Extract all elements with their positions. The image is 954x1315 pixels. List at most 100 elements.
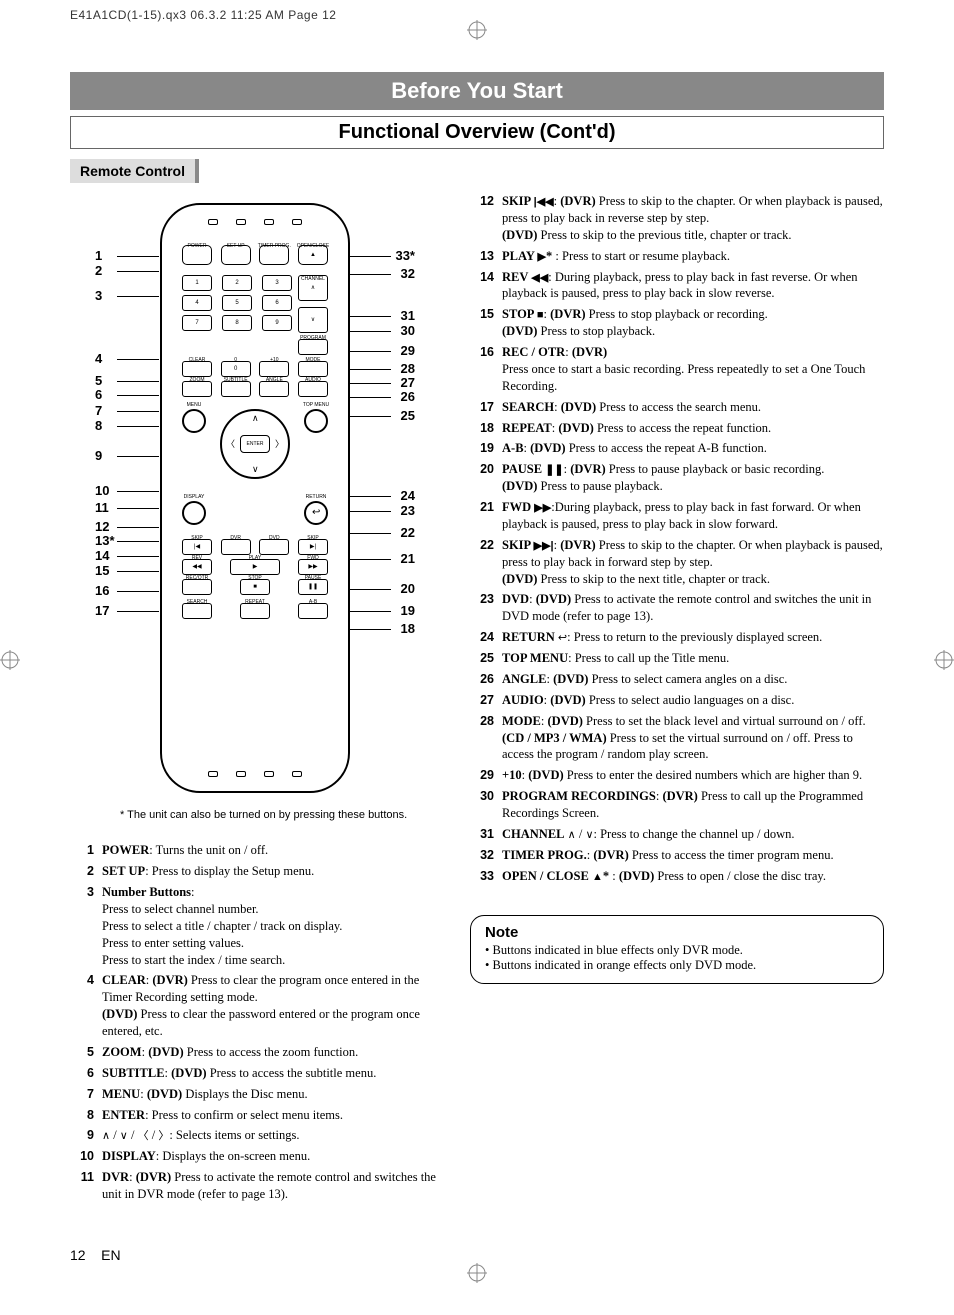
- item-number: 18: [470, 420, 494, 437]
- callout-27: 27: [401, 375, 415, 390]
- description-item: 29+10: (DVD) Press to enter the desired …: [470, 767, 884, 784]
- callout-19: 19: [401, 603, 415, 618]
- callout-6: 6: [95, 387, 102, 402]
- callout-line: [349, 256, 391, 257]
- description-item: 33OPEN / CLOSE ▲* : (DVD) Press to open …: [470, 868, 884, 885]
- callout-line: [117, 426, 159, 427]
- callout-line: [349, 611, 391, 612]
- callout-line: [117, 527, 159, 528]
- callout-line: [349, 351, 391, 352]
- callout-line: [117, 256, 159, 257]
- callout-line: [117, 571, 159, 572]
- callout-line: [117, 591, 159, 592]
- description-list-right: 12SKIP |◀◀: (DVR) Press to skip to the c…: [470, 193, 884, 885]
- remote-button: SUBTITLE: [221, 381, 251, 397]
- callout-32: 32: [401, 266, 415, 281]
- item-text: PLAY ▶* : Press to start or resume playb…: [502, 248, 884, 265]
- item-number: 32: [470, 847, 494, 864]
- item-text: ENTER: Press to confirm or select menu i…: [102, 1107, 440, 1124]
- description-item: 11DVR: (DVR) Press to activate the remot…: [70, 1169, 440, 1203]
- description-item: 4CLEAR: (DVR) Press to clear the program…: [70, 972, 440, 1040]
- callout-line: [349, 559, 391, 560]
- item-text: SKIP |◀◀: (DVR) Press to skip to the cha…: [502, 193, 884, 244]
- item-text: REC / OTR: (DVR)Press once to start a ba…: [502, 344, 884, 395]
- item-text: TIMER PROG.: (DVR) Press to access the t…: [502, 847, 884, 864]
- description-item: 17SEARCH: (DVD) Press to access the sear…: [470, 399, 884, 416]
- item-number: 13: [470, 248, 494, 265]
- description-item: 26ANGLE: (DVD) Press to select camera an…: [470, 671, 884, 688]
- description-item: 22SKIP ▶▶|: (DVR) Press to skip to the c…: [470, 537, 884, 588]
- description-item: 13 PLAY ▶* : Press to start or resume pla…: [470, 248, 884, 265]
- description-item: 7MENU: (DVD) Displays the Disc menu.: [70, 1086, 440, 1103]
- item-text: RETURN ↩: Press to return to the previou…: [502, 629, 884, 646]
- item-text: DISPLAY: Displays the on-screen menu.: [102, 1148, 440, 1165]
- remote-button: SET UP: [221, 245, 251, 265]
- page-content: Before You Start Functional Overview (Co…: [0, 22, 954, 1303]
- item-text: ANGLE: (DVD) Press to select camera angl…: [502, 671, 884, 688]
- number-button: 1: [182, 275, 212, 291]
- channel-button: ∧CHANNEL: [298, 275, 328, 301]
- callout-8: 8: [95, 418, 102, 433]
- callout-24: 24: [401, 488, 415, 503]
- remote-button: SEARCH: [182, 603, 212, 619]
- description-item: 21FWD ▶▶:During playback, press to play …: [470, 499, 884, 533]
- remote-button: DVR: [221, 539, 251, 555]
- callout-line: [349, 533, 391, 534]
- item-number: 29: [470, 767, 494, 784]
- page-lang: EN: [101, 1247, 120, 1263]
- item-number: 20: [470, 461, 494, 495]
- item-number: 25: [470, 650, 494, 667]
- subtitle-banner: Functional Overview (Cont'd): [70, 116, 884, 149]
- number-button: 4: [182, 295, 212, 311]
- item-text: Number Buttons:Press to select channel n…: [102, 884, 440, 968]
- page-number: 12: [70, 1247, 86, 1263]
- callout-line: [349, 316, 391, 317]
- page-footer: 12 EN: [70, 1247, 884, 1263]
- remote-button: DVD: [259, 539, 289, 555]
- callout-line: [117, 541, 159, 542]
- remote-body: POWERSET UPTIMER PROG.▲OPEN/CLOSE1234567…: [160, 203, 350, 793]
- item-number: 9: [70, 1127, 94, 1144]
- description-item: 28MODE: (DVD) Press to set the black lev…: [470, 713, 884, 764]
- remote-button: ■STOP: [240, 579, 270, 595]
- callout-line: [117, 456, 159, 457]
- callout-line: [117, 611, 159, 612]
- item-number: 11: [70, 1169, 94, 1203]
- section-label-wrap: Remote Control: [70, 159, 884, 183]
- item-number: 24: [470, 629, 494, 646]
- description-item: 6SUBTITLE: (DVD) Press to access the sub…: [70, 1065, 440, 1082]
- item-number: 14: [470, 269, 494, 303]
- item-text: SKIP ▶▶|: (DVR) Press to skip to the cha…: [502, 537, 884, 588]
- number-button: 3: [262, 275, 292, 291]
- description-item: 10DISPLAY: Displays the on-screen menu.: [70, 1148, 440, 1165]
- callout-1: 1: [95, 248, 102, 263]
- item-text: A-B: (DVD) Press to access the repeat A-…: [502, 440, 884, 457]
- callout-line: [349, 369, 391, 370]
- callout-7: 7: [95, 403, 102, 418]
- callout-26: 26: [401, 389, 415, 404]
- item-text: SEARCH: (DVD) Press to access the search…: [502, 399, 884, 416]
- remote-button: ❚❚PAUSE: [298, 579, 328, 595]
- footnote: * The unit can also be turned on by pres…: [120, 808, 410, 822]
- note-box: Note • Buttons indicated in blue effects…: [470, 915, 884, 984]
- title-banner: Before You Start: [70, 72, 884, 110]
- callout-line: [117, 359, 159, 360]
- item-text: STOP ■: (DVR) Press to stop playback or …: [502, 306, 884, 340]
- description-item: 27AUDIO: (DVD) Press to select audio lan…: [470, 692, 884, 709]
- item-text: FWD ▶▶:During playback, press to play ba…: [502, 499, 884, 533]
- callout-line: [117, 395, 159, 396]
- description-item: 9∧ / ∨ / 〈 / 〉: Selects items or setting…: [70, 1127, 440, 1144]
- left-column: POWERSET UPTIMER PROG.▲OPEN/CLOSE1234567…: [70, 193, 440, 1207]
- remote-diagram: POWERSET UPTIMER PROG.▲OPEN/CLOSE1234567…: [85, 203, 425, 793]
- description-item: 23DVD: (DVD) Press to activate the remot…: [470, 591, 884, 625]
- callout-line: [349, 397, 391, 398]
- number-button: 6: [262, 295, 292, 311]
- callout-11: 11: [95, 500, 109, 515]
- channel-button: ∨: [298, 307, 328, 333]
- remote-button: AUDIO: [298, 381, 328, 397]
- note-title: Note: [485, 924, 869, 941]
- item-text: AUDIO: (DVD) Press to select audio langu…: [502, 692, 884, 709]
- remote-button: A-B: [298, 603, 328, 619]
- item-number: 2: [70, 863, 94, 880]
- callout-line: [117, 271, 159, 272]
